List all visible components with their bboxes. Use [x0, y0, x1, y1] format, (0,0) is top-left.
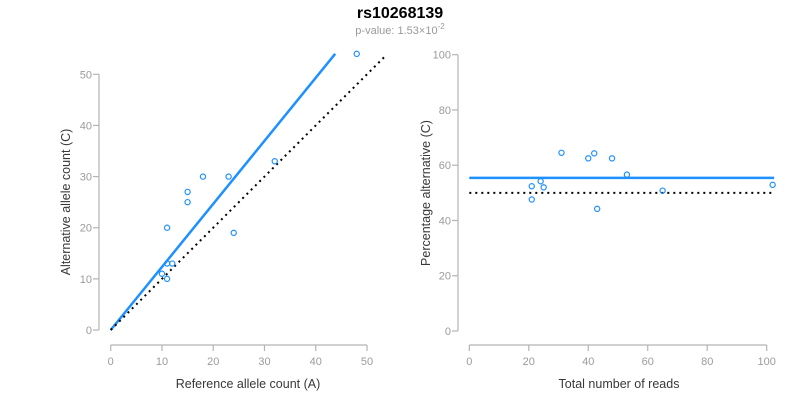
data-point — [769, 181, 776, 189]
data-point — [271, 158, 278, 165]
data-point — [623, 171, 631, 178]
data-point — [230, 229, 237, 237]
identity-line — [109, 54, 388, 331]
data-point — [591, 150, 598, 157]
y-axis-tick-label: 0 — [445, 326, 451, 338]
x-axis-tick-label: 100 — [758, 356, 776, 368]
y-axis-tick-label: 100 — [433, 50, 451, 62]
x-axis-tick-label: 20 — [207, 356, 219, 368]
data-point — [199, 173, 207, 180]
data-point — [540, 184, 547, 191]
y-axis-tick-label: 0 — [86, 325, 92, 337]
data-point — [184, 188, 191, 196]
left-scatter-plot: 0 10 20 30 40 50 0 10 20 30 40 50 — [80, 50, 388, 368]
x-axis-tick-label: 50 — [361, 356, 373, 368]
x-axis-tick-label: 40 — [582, 356, 594, 368]
data-point — [528, 196, 535, 203]
data-point — [585, 155, 592, 162]
y-axis-tick-label: 30 — [80, 172, 92, 184]
data-point — [353, 50, 360, 58]
data-point — [528, 183, 535, 190]
data-point — [608, 155, 616, 162]
y-axis-tick-label: 60 — [439, 160, 451, 172]
data-point — [158, 270, 166, 277]
y-axis-tick-label: 40 — [80, 120, 92, 132]
right-scatter-plot: 0 20 40 60 80 100 0 20 40 60 80 100 — [433, 50, 776, 368]
y-axis-tick-label: 20 — [80, 223, 92, 235]
data-point — [169, 260, 176, 267]
fit-line — [109, 53, 337, 331]
x-axis-tick-label: 0 — [108, 356, 114, 368]
x-axis-tick-label: 0 — [466, 356, 472, 368]
y-axis-tick-label: 80 — [439, 105, 451, 117]
y-axis-tick-label: 50 — [80, 69, 92, 81]
y-axis-tick-label: 20 — [439, 271, 451, 283]
x-axis-tick-label: 30 — [258, 356, 270, 368]
x-axis-tick-label: 80 — [701, 356, 713, 368]
data-point — [558, 149, 565, 156]
right-plot-y-axis-title: Percentage alternative (C) — [419, 120, 433, 266]
data-point — [593, 205, 601, 213]
x-axis-tick-label: 10 — [156, 356, 168, 368]
data-point — [225, 173, 232, 180]
data-point — [163, 224, 171, 231]
x-axis-tick-label: 40 — [310, 356, 322, 368]
data-point — [163, 275, 171, 283]
x-axis-tick-label: 60 — [642, 356, 654, 368]
data-point — [537, 178, 544, 185]
left-plot-x-axis-title: Reference allele count (A) — [176, 377, 321, 391]
left-plot-y-axis-title: Alternative allele count (C) — [59, 129, 73, 276]
y-axis-tick-label: 40 — [439, 215, 451, 227]
right-plot-x-axis-title: Total number of reads — [559, 377, 680, 391]
data-point — [659, 187, 666, 194]
x-axis-tick-label: 20 — [523, 356, 535, 368]
data-point — [184, 198, 191, 206]
y-axis-tick-label: 10 — [80, 274, 92, 286]
